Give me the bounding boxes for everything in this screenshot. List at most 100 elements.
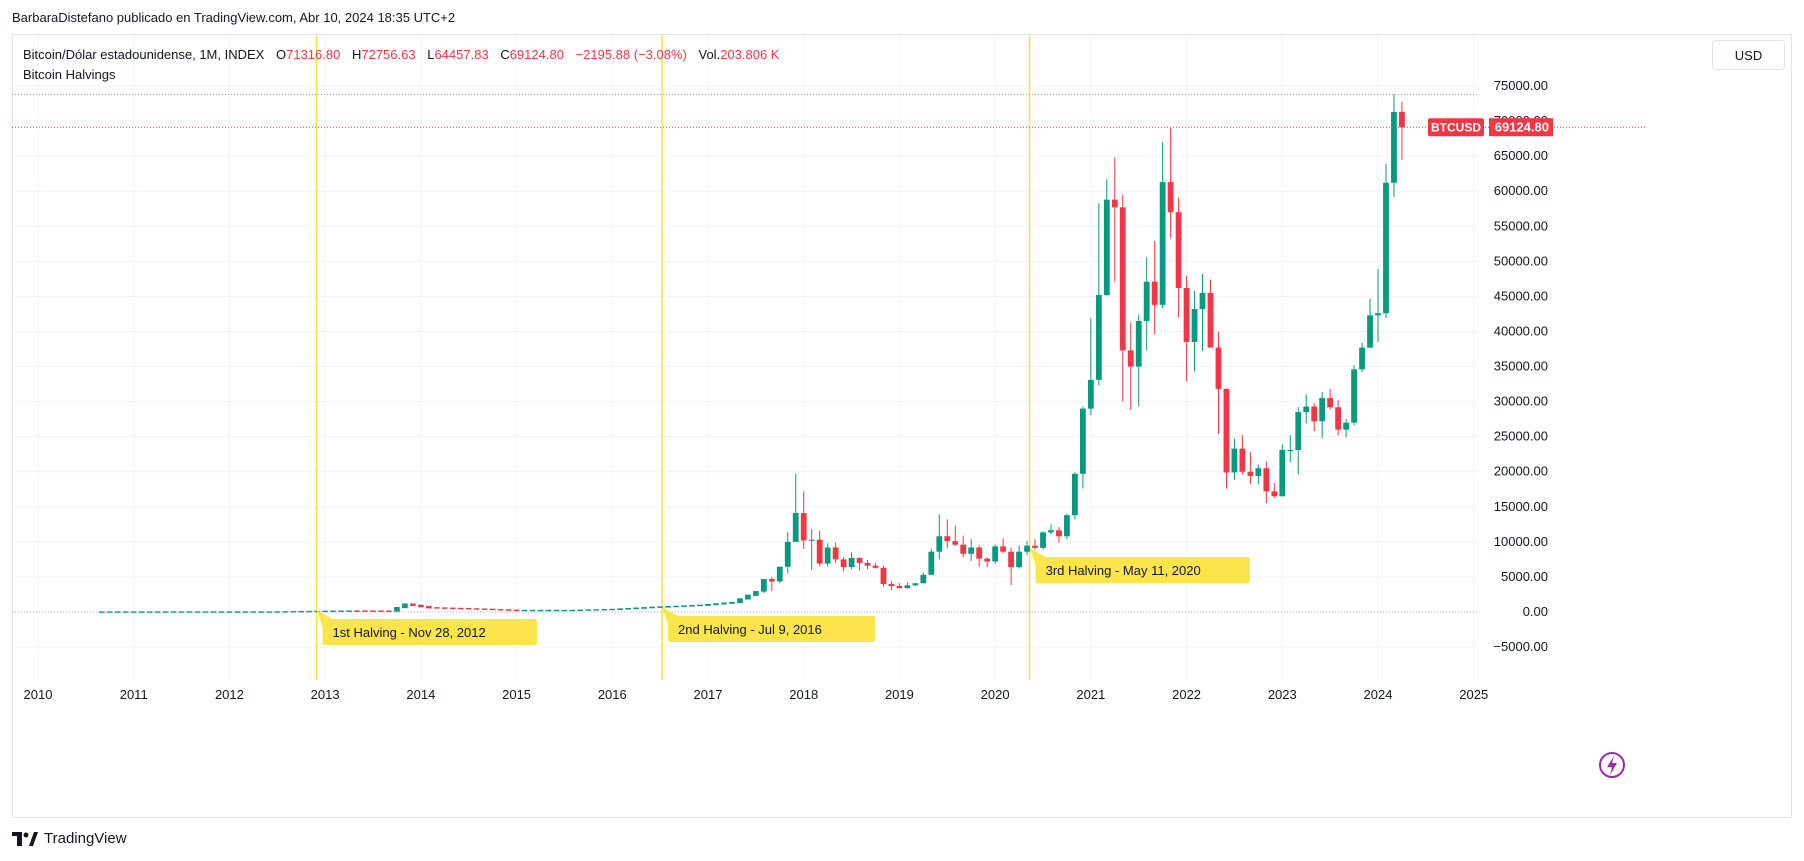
candle-body bbox=[880, 567, 887, 584]
early-candle bbox=[266, 611, 273, 613]
early-candle bbox=[617, 608, 624, 611]
early-candle bbox=[689, 605, 695, 607]
early-candle bbox=[537, 609, 544, 612]
early-candle bbox=[553, 609, 560, 612]
footer-brand-text: TradingView bbox=[44, 830, 127, 847]
early-candle bbox=[497, 608, 504, 611]
candle-body bbox=[768, 579, 775, 582]
symbol-label[interactable]: Bitcoin/Dólar estadounidense, 1M, INDEX bbox=[23, 47, 265, 62]
candle-body bbox=[1072, 473, 1078, 516]
time-tick-label: 2019 bbox=[885, 687, 914, 702]
early-candle bbox=[465, 608, 472, 610]
early-candle bbox=[362, 610, 368, 612]
price-tick-label: 20000.00 bbox=[1494, 464, 1548, 479]
early-candle bbox=[322, 610, 328, 613]
indicator-label[interactable]: Bitcoin Halvings bbox=[23, 67, 116, 82]
early-candle bbox=[162, 611, 169, 613]
candle-body bbox=[984, 558, 991, 562]
early-candle bbox=[370, 610, 376, 612]
candle-body bbox=[976, 547, 983, 559]
candle-body bbox=[832, 547, 839, 560]
early-candle bbox=[274, 611, 281, 613]
early-candle bbox=[178, 611, 185, 613]
candle-body bbox=[1279, 449, 1286, 497]
halving-callout-pointer bbox=[316, 610, 333, 627]
candle-body bbox=[1119, 207, 1126, 351]
close-value: 69124.80 bbox=[509, 47, 564, 62]
price-tick-label: 35000.00 bbox=[1494, 359, 1548, 374]
tradingview-logo[interactable]: TradingView bbox=[12, 830, 127, 847]
early-candle bbox=[258, 611, 265, 613]
early-candle bbox=[122, 611, 129, 613]
early-candle bbox=[146, 611, 153, 613]
early-candle bbox=[713, 603, 719, 606]
candle-body bbox=[1087, 379, 1094, 409]
candle-body bbox=[1207, 292, 1214, 348]
price-tick-label: 45000.00 bbox=[1494, 288, 1548, 303]
candle-body bbox=[968, 547, 975, 554]
early-candle bbox=[218, 611, 225, 613]
time-tick-label: 2017 bbox=[694, 687, 723, 702]
candle-body bbox=[1064, 515, 1070, 537]
candle-body bbox=[1287, 449, 1294, 451]
candle-body bbox=[1367, 315, 1373, 348]
candle-body bbox=[896, 586, 903, 589]
price-tick-label: 0.00 bbox=[1523, 604, 1548, 619]
publication-attribution: BarbaraDistefano publicado en TradingVie… bbox=[12, 10, 456, 25]
candle-body bbox=[992, 546, 999, 562]
time-tick-label: 2015 bbox=[502, 687, 531, 702]
candle-body bbox=[1103, 199, 1110, 295]
candle-body bbox=[1111, 199, 1118, 208]
candle-body bbox=[1255, 468, 1262, 476]
candle-body bbox=[864, 562, 871, 566]
candle-body bbox=[808, 539, 815, 541]
candle-body bbox=[1135, 320, 1142, 367]
tradingview-logo-icon bbox=[12, 831, 38, 846]
candle-body bbox=[1191, 309, 1198, 342]
price-tick-label: 10000.00 bbox=[1494, 534, 1548, 549]
early-candle bbox=[705, 603, 711, 606]
early-candle bbox=[202, 611, 209, 613]
early-candle bbox=[234, 611, 241, 613]
open-value: 71316.80 bbox=[286, 47, 341, 62]
candle-body bbox=[784, 541, 791, 567]
candle-body bbox=[1335, 407, 1342, 430]
early-candle bbox=[338, 610, 344, 612]
candle-body bbox=[840, 559, 847, 568]
candle-body bbox=[1040, 532, 1046, 548]
halving-label-text: 1st Halving - Nov 28, 2012 bbox=[333, 625, 486, 640]
candle-body bbox=[1048, 530, 1054, 533]
candle-body bbox=[1263, 468, 1270, 492]
early-candle bbox=[729, 601, 735, 604]
early-candle bbox=[569, 609, 576, 612]
early-candle bbox=[386, 610, 392, 612]
early-price-candles bbox=[99, 591, 759, 613]
candle-body bbox=[1056, 530, 1062, 537]
early-candle bbox=[154, 611, 161, 613]
volume-label: Vol. bbox=[698, 47, 721, 62]
price-tick-label: 55000.00 bbox=[1494, 218, 1548, 233]
early-candle bbox=[426, 605, 432, 609]
symbol-tag-text: BTCUSD bbox=[1431, 121, 1481, 135]
early-candle bbox=[449, 607, 456, 610]
time-tick-label: 2013 bbox=[311, 687, 340, 702]
early-candle bbox=[545, 609, 552, 612]
early-candle bbox=[753, 591, 759, 596]
currency-button[interactable]: USD bbox=[1712, 40, 1785, 70]
candle-body bbox=[872, 565, 879, 568]
early-candle bbox=[649, 606, 655, 609]
candle-body bbox=[1343, 422, 1349, 430]
candle-body bbox=[1319, 398, 1326, 422]
price-tick-label: 5000.00 bbox=[1501, 569, 1548, 584]
ohlc-row: Bitcoin/Dólar estadounidense, 1M, INDEX … bbox=[23, 45, 779, 65]
candle-body bbox=[952, 541, 959, 545]
early-candle bbox=[250, 611, 257, 613]
price-tag-box bbox=[1489, 118, 1553, 137]
early-candle bbox=[529, 609, 536, 612]
candle-body bbox=[848, 557, 855, 568]
price-tick-label: 75000.00 bbox=[1494, 78, 1548, 93]
early-candle bbox=[721, 602, 727, 605]
time-tick-label: 2022 bbox=[1172, 687, 1201, 702]
alert-icon[interactable] bbox=[1599, 752, 1625, 778]
